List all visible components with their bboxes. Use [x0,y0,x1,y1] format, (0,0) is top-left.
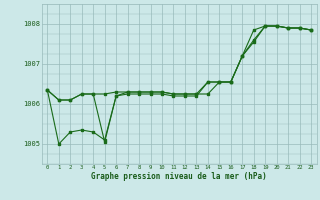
X-axis label: Graphe pression niveau de la mer (hPa): Graphe pression niveau de la mer (hPa) [91,172,267,181]
